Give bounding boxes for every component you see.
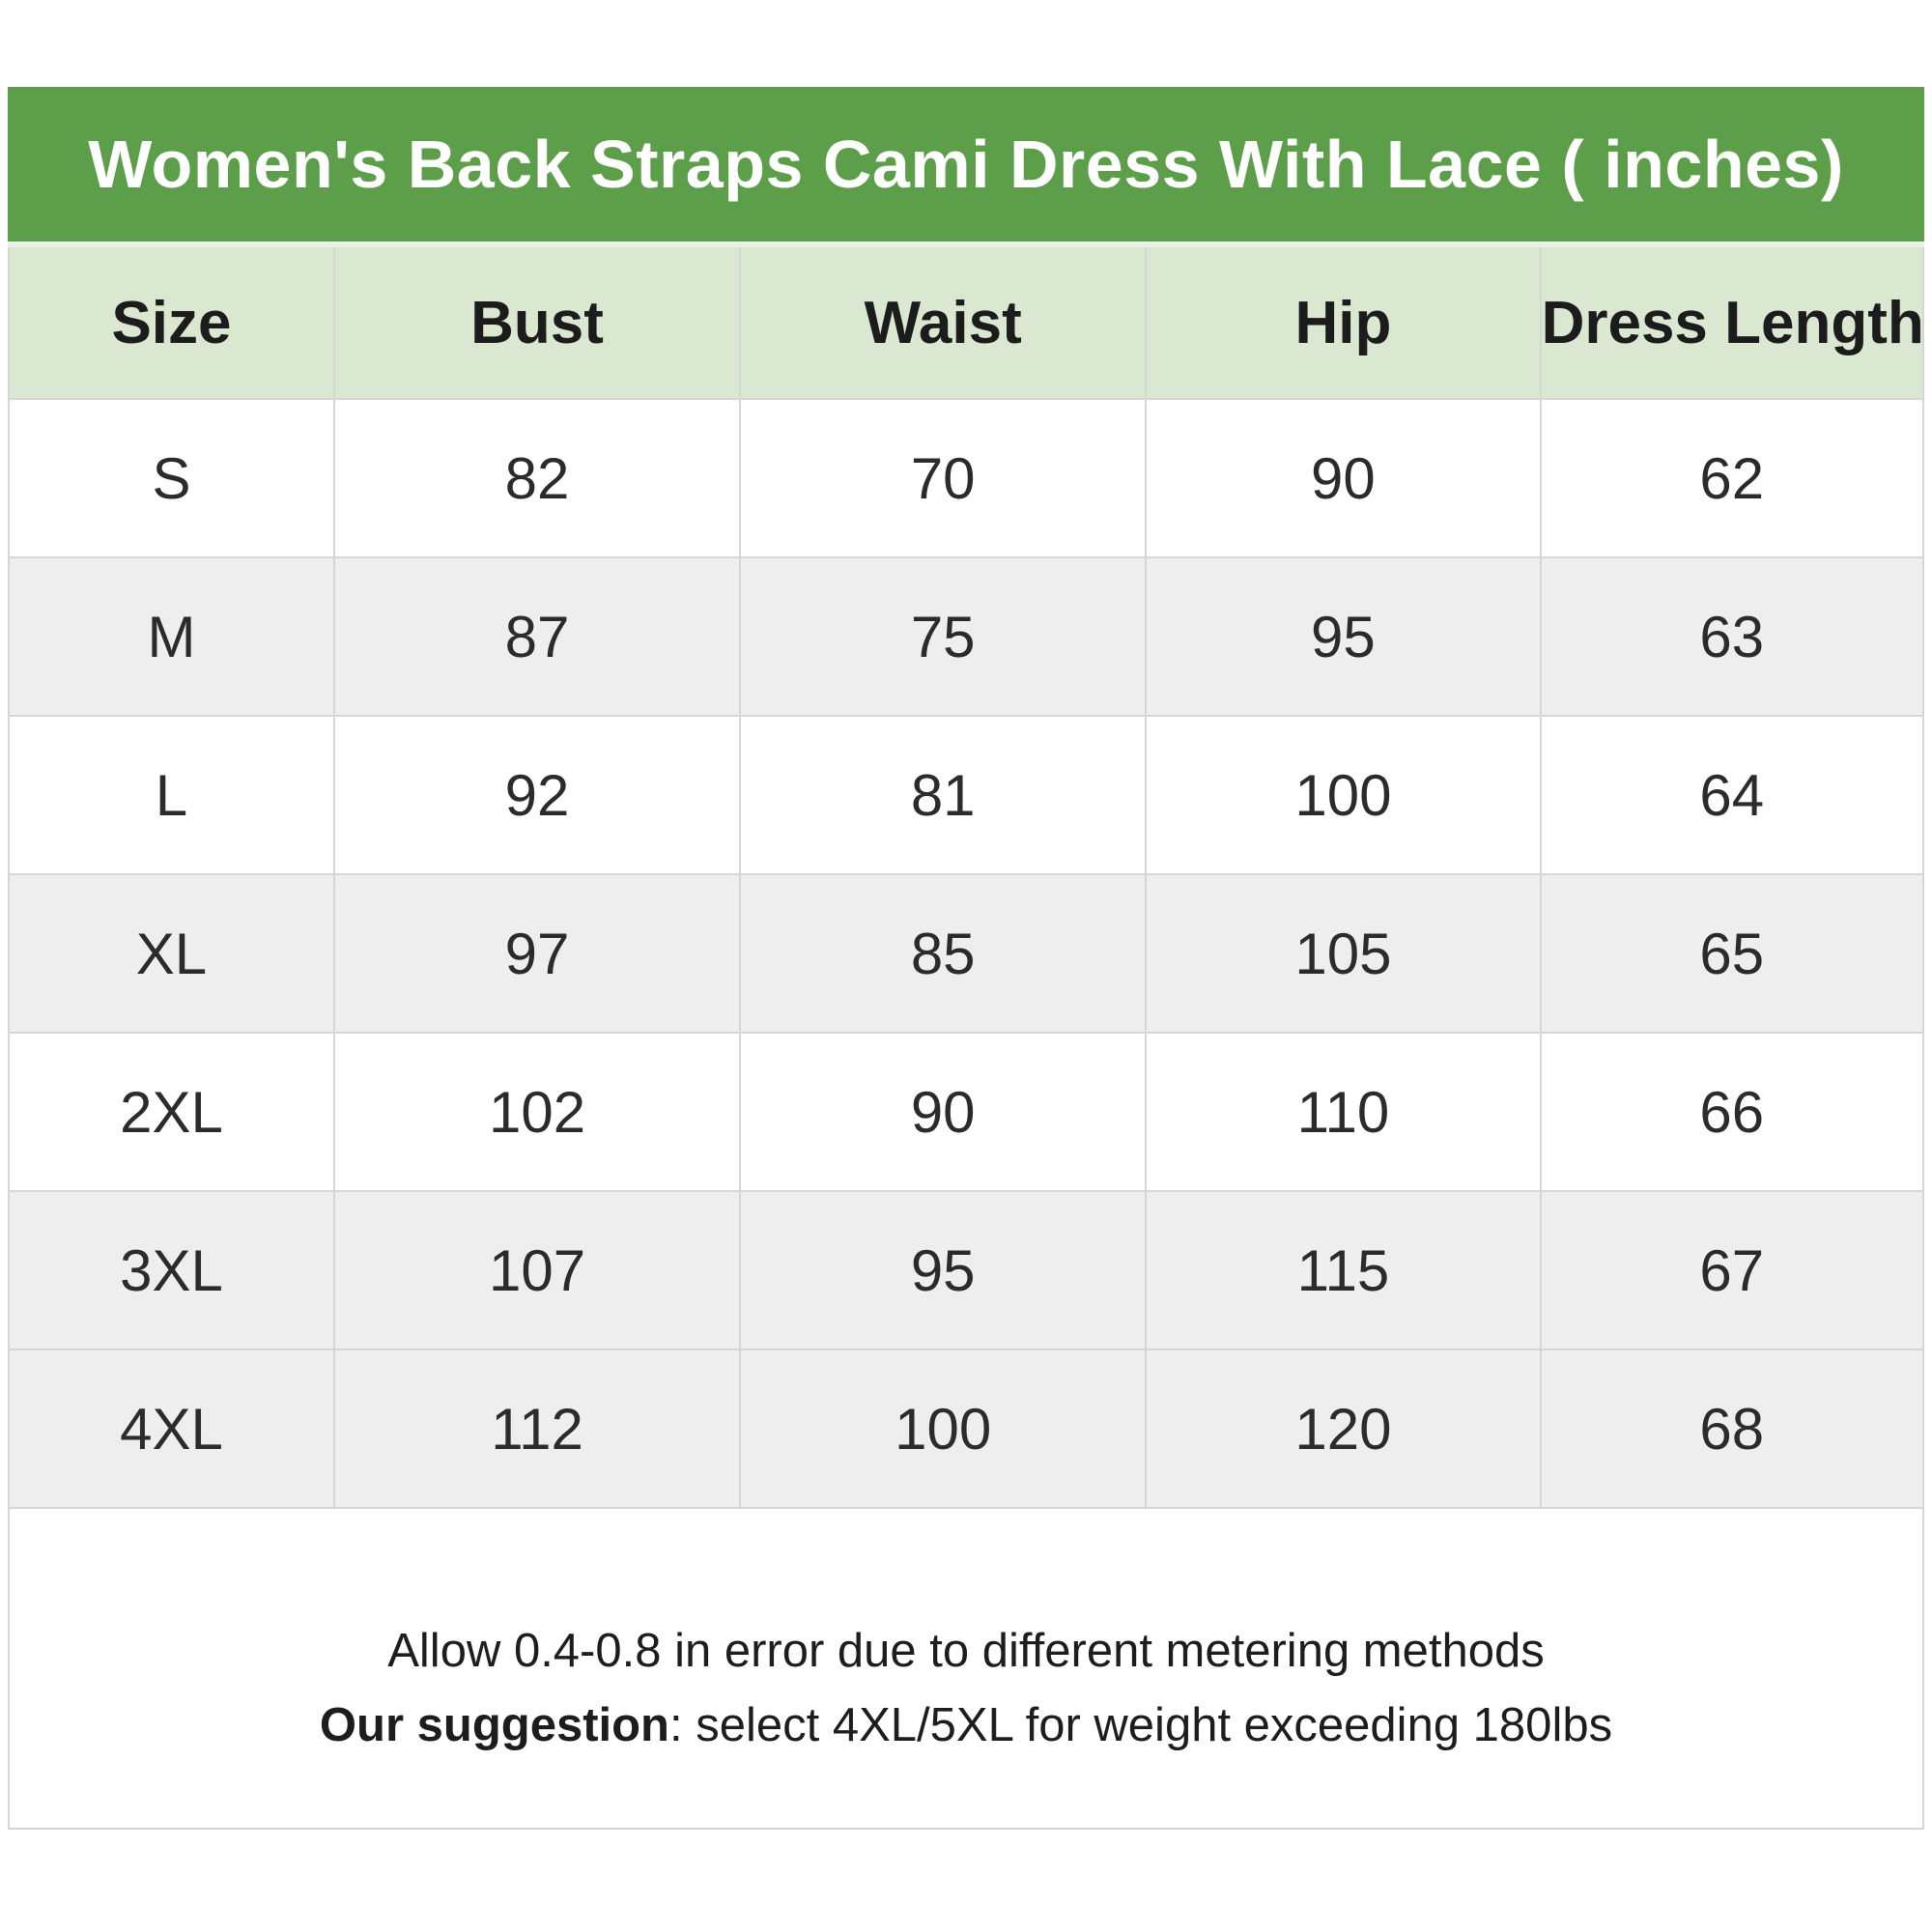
cell-hip: 100: [1145, 715, 1542, 875]
cell-hip: 95: [1145, 556, 1542, 717]
footnote-suggestion-label: Our suggestion: [319, 1699, 669, 1751]
cell-dress-length: 63: [1539, 556, 1925, 717]
cell-bust: 112: [332, 1349, 742, 1509]
cell-size: S: [8, 398, 335, 558]
chart-title: Women's Back Straps Cami Dress With Lace…: [88, 127, 1844, 202]
cell-bust: 102: [332, 1032, 742, 1192]
cell-waist: 85: [739, 873, 1148, 1034]
cell-waist: 75: [739, 556, 1148, 717]
cell-size: M: [8, 556, 335, 717]
cell-hip: 120: [1145, 1349, 1542, 1509]
table-row-l: L 92 81 100 64: [8, 715, 1925, 875]
cell-hip: 115: [1145, 1190, 1542, 1350]
table-row-4xl: 4XL 112 100 120 68: [8, 1349, 1925, 1509]
cell-bust: 92: [332, 715, 742, 875]
table-row-2xl: 2XL 102 90 110 66: [8, 1032, 1925, 1192]
cell-bust: 82: [332, 398, 742, 558]
cell-bust: 87: [332, 556, 742, 717]
cell-dress-length: 68: [1539, 1349, 1925, 1509]
footnote-line-1: Allow 0.4-0.8 in error due to different …: [387, 1625, 1545, 1677]
cell-waist: 100: [739, 1349, 1148, 1509]
cell-bust: 97: [332, 873, 742, 1034]
table-row-m: M 87 75 95 63: [8, 556, 1925, 717]
cell-size: 3XL: [8, 1190, 335, 1350]
cell-waist: 90: [739, 1032, 1148, 1192]
footnote-line-2: Our suggestion: select 4XL/5XL for weigh…: [320, 1689, 1612, 1763]
cell-waist: 81: [739, 715, 1148, 875]
table-row-3xl: 3XL 107 95 115 67: [8, 1190, 1925, 1350]
cell-dress-length: 66: [1539, 1032, 1925, 1192]
column-header-hip: Hip: [1145, 242, 1542, 400]
cell-dress-length: 67: [1539, 1190, 1925, 1350]
cell-waist: 70: [739, 398, 1148, 558]
cell-hip: 105: [1145, 873, 1542, 1034]
column-header-size: Size: [8, 242, 335, 400]
cell-dress-length: 65: [1539, 873, 1925, 1034]
cell-dress-length: 62: [1539, 398, 1925, 558]
footnote: Allow 0.4-0.8 in error due to different …: [8, 1509, 1924, 1830]
table-row-s: S 82 70 90 62: [8, 398, 1925, 558]
cell-size: 2XL: [8, 1032, 335, 1192]
cell-dress-length: 64: [1539, 715, 1925, 875]
table-header-row: Size Bust Waist Hip Dress Length: [8, 242, 1925, 400]
column-header-waist: Waist: [739, 242, 1148, 400]
table-row-xl: XL 97 85 105 65: [8, 873, 1925, 1034]
column-header-dress-length: Dress Length: [1539, 242, 1925, 400]
cell-size: 4XL: [8, 1349, 335, 1509]
cell-size: L: [8, 715, 335, 875]
cell-waist: 95: [739, 1190, 1148, 1350]
cell-bust: 107: [332, 1190, 742, 1350]
column-header-bust: Bust: [332, 242, 742, 400]
size-chart-card: Women's Back Straps Cami Dress With Lace…: [8, 87, 1925, 1830]
cell-size: XL: [8, 873, 335, 1034]
size-table-body: S 82 70 90 62 M 87 75 95 63 L 92 81: [8, 398, 1925, 1509]
cell-hip: 110: [1145, 1032, 1542, 1192]
cell-hip: 90: [1145, 398, 1542, 558]
size-table: Size Bust Waist Hip Dress Length S 82 70…: [8, 242, 1925, 1509]
footnote-suggestion-text: : select 4XL/5XL for weight exceeding 18…: [669, 1699, 1613, 1751]
chart-title-bar: Women's Back Straps Cami Dress With Lace…: [8, 87, 1924, 242]
